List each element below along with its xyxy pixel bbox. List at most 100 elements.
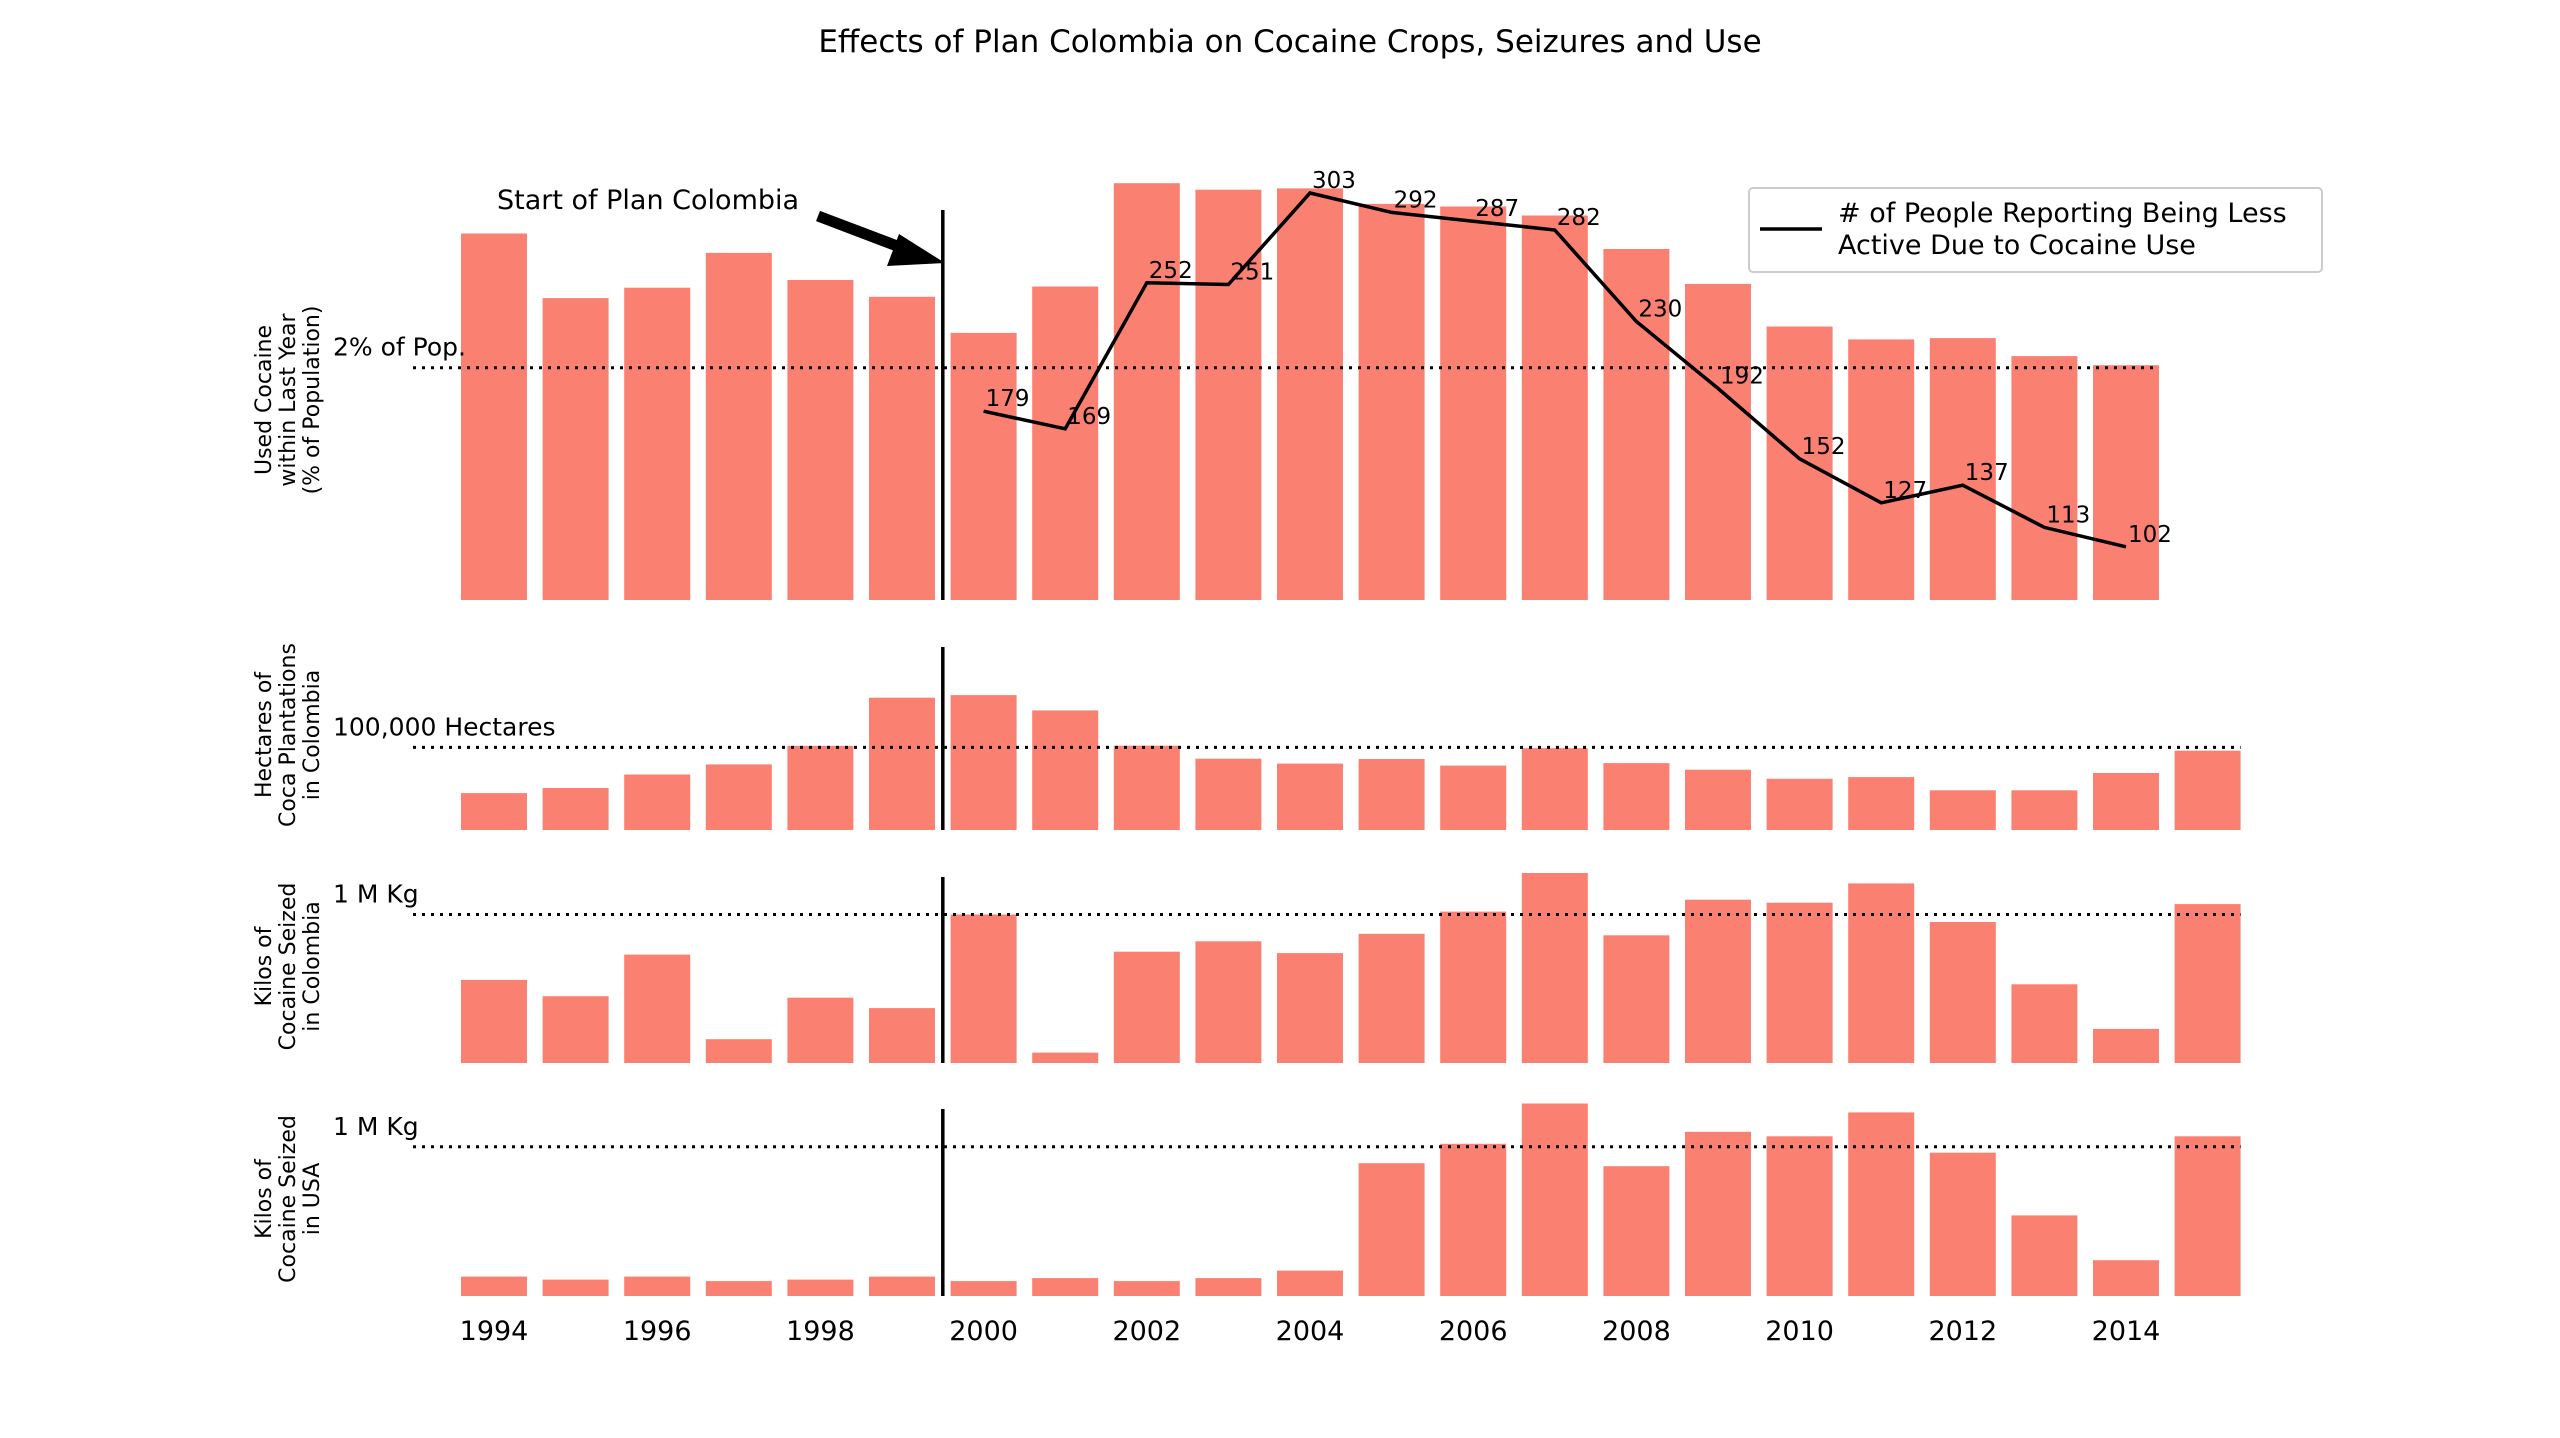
line-label-2006: 287 <box>1475 196 1519 222</box>
y-axis-label-hectares: Hectares ofCoca Plantationsin Colombia <box>252 643 325 827</box>
bar-hectares-2011 <box>1848 777 1915 830</box>
bar-seized-colombia-1995 <box>542 996 609 1063</box>
bar-use-2002 <box>1113 183 1180 600</box>
bar-seized-colombia-2012 <box>1929 922 1996 1063</box>
line-label-2003: 251 <box>1230 260 1274 286</box>
x-tick-2000: 2000 <box>949 1316 1018 1347</box>
x-tick-2012: 2012 <box>1928 1316 1997 1347</box>
x-tick-1996: 1996 <box>623 1316 692 1347</box>
bar-seized-usa-2010 <box>1766 1136 1833 1296</box>
y-axis-label-use: Used Cocainewithin Last Year(% of Popula… <box>252 306 325 495</box>
bar-seized-usa-1996 <box>624 1276 691 1296</box>
panel-seized-colombia: 1 M Kg Kilos ofCocaine Seizedin Colombia <box>252 873 2241 1063</box>
bar-seized-colombia-2003 <box>1195 941 1262 1063</box>
line-label-2001: 169 <box>1067 404 1111 430</box>
bar-hectares-2005 <box>1358 759 1425 830</box>
bar-use-2003 <box>1195 189 1262 600</box>
bar-hectares-2001 <box>1032 710 1099 830</box>
bar-hectares-2013 <box>2011 790 2078 830</box>
line-label-2009: 192 <box>1720 363 1764 389</box>
line-label-2011: 127 <box>1883 478 1927 504</box>
line-label-2014: 102 <box>2128 522 2172 548</box>
line-label-2005: 292 <box>1394 187 1438 213</box>
bar-seized-usa-2002 <box>1113 1281 1180 1296</box>
bar-seized-colombia-2000 <box>950 914 1017 1063</box>
line-less-active <box>983 191 2127 549</box>
bar-seized-colombia-1997 <box>705 1039 772 1063</box>
x-axis: 1994 1996 1998 2000 2002 2004 2006 2008 2010 2012… <box>460 1316 2161 1347</box>
bar-hectares-2014 <box>2093 773 2159 830</box>
x-tick-2006: 2006 <box>1439 1316 1508 1347</box>
chart-panels: 2% of Pop. Used Cocainewithin Last Year(%… <box>252 168 2241 1296</box>
bar-use-2014 <box>2093 365 2159 600</box>
bar-seized-usa-2007 <box>1521 1103 1588 1296</box>
bar-hectares-2004 <box>1277 763 1343 830</box>
bar-seized-colombia-1994 <box>461 979 527 1063</box>
bar-seized-usa-1997 <box>705 1281 772 1296</box>
bar-use-2013 <box>2011 356 2078 600</box>
chart-title: Effects of Plan Colombia on Cocaine Crop… <box>818 24 1761 60</box>
panel-seized-usa: 1 M Kg Kilos ofCocaine Seizedin USA <box>252 1103 2241 1296</box>
bar-use-1996 <box>624 287 691 600</box>
x-tick-2014: 2014 <box>2092 1316 2161 1347</box>
bar-hectares-2003 <box>1195 758 1262 830</box>
bar-hectares-1998 <box>787 745 854 830</box>
legend-box <box>1748 187 2323 273</box>
bar-seized-usa-2011 <box>1848 1112 1915 1296</box>
bar-seized-colombia-2011 <box>1848 883 1915 1063</box>
line-label-2008: 230 <box>1638 297 1682 323</box>
line-label-2013: 113 <box>2046 502 2090 528</box>
bar-hectares-2012 <box>1929 790 1996 830</box>
bar-seized-colombia-2002 <box>1113 951 1180 1063</box>
bar-seized-usa-2009 <box>1685 1131 1751 1296</box>
bar-use-2004 <box>1277 188 1343 600</box>
bar-seized-colombia-1999 <box>869 1008 935 1063</box>
annotation-arrow-head <box>887 234 945 266</box>
line-label-2012: 137 <box>1965 460 2009 486</box>
bar-use-1999 <box>869 296 935 600</box>
bar-seized-usa-2012 <box>1929 1152 1996 1296</box>
reference-label-seized-colombia: 1 M Kg <box>333 880 419 909</box>
x-tick-1994: 1994 <box>460 1316 529 1347</box>
annotation-arrow-shaft <box>816 210 907 255</box>
bar-hectares-2000 <box>950 695 1017 830</box>
y-axis-label-seized-usa: Kilos ofCocaine Seizedin USA <box>252 1115 325 1283</box>
bar-seized-usa-2006 <box>1440 1143 1507 1296</box>
bar-seized-usa-2013 <box>2011 1215 2078 1296</box>
bar-seized-usa-2005 <box>1358 1163 1425 1296</box>
bar-use-1997 <box>705 252 772 600</box>
bar-use-2012 <box>1929 338 1996 600</box>
bar-seized-usa-2015 <box>2174 1136 2241 1296</box>
bar-seized-usa-2008 <box>1603 1166 1670 1296</box>
bar-seized-colombia-2005 <box>1358 933 1425 1063</box>
bar-seized-colombia-2010 <box>1766 902 1833 1063</box>
y-axis-label-seized-colombia: Kilos ofCocaine Seizedin Colombia <box>252 883 325 1051</box>
bar-seized-colombia-2008 <box>1603 935 1670 1063</box>
legend-label-line-1: # of People Reporting Being Less <box>1838 198 2287 229</box>
bar-use-2000 <box>950 332 1017 600</box>
bar-seized-colombia-1998 <box>787 997 854 1063</box>
line-label-2002: 252 <box>1149 258 1193 284</box>
bar-hectares-2008 <box>1603 763 1670 830</box>
bar-hectares-2007 <box>1521 748 1588 830</box>
bar-seized-usa-2001 <box>1032 1278 1099 1296</box>
panel-use: 2% of Pop. Used Cocainewithin Last Year(%… <box>252 168 2172 600</box>
x-tick-2008: 2008 <box>1602 1316 1671 1347</box>
bar-seized-usa-1998 <box>787 1279 854 1296</box>
bar-use-2005 <box>1358 203 1425 600</box>
line-label-2004: 303 <box>1312 168 1356 194</box>
bar-seized-colombia-2001 <box>1032 1052 1099 1063</box>
bar-use-2010 <box>1766 326 1833 600</box>
bar-hectares-2002 <box>1113 745 1180 830</box>
bar-use-2007 <box>1521 215 1588 600</box>
x-tick-1998: 1998 <box>786 1316 855 1347</box>
bar-seized-usa-1999 <box>869 1276 935 1296</box>
line-label-2010: 152 <box>1802 434 1846 460</box>
bar-seized-usa-2014 <box>2093 1260 2159 1296</box>
bar-hectares-2009 <box>1685 769 1751 830</box>
bar-seized-colombia-2009 <box>1685 899 1751 1063</box>
bar-seized-usa-1994 <box>461 1276 527 1296</box>
legend-label-line-2: Active Due to Cocaine Use <box>1838 230 2196 261</box>
bar-seized-colombia-2006 <box>1440 911 1507 1063</box>
